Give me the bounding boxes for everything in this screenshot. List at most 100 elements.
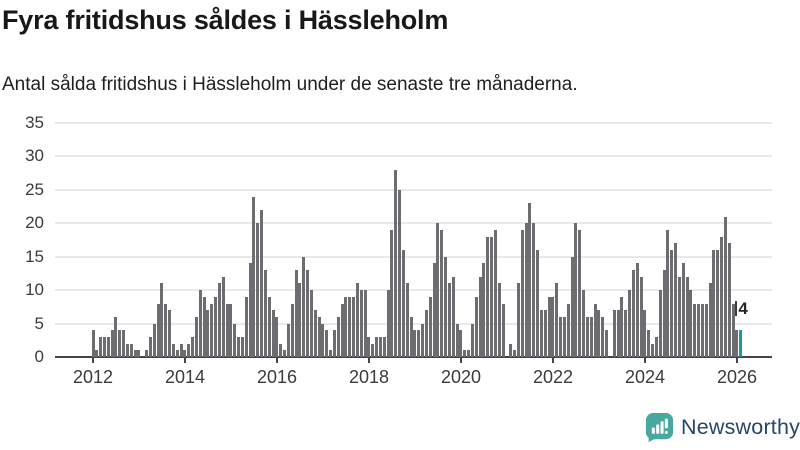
- gridline: [55, 121, 772, 124]
- bar: [440, 230, 444, 357]
- bar: [340, 304, 344, 357]
- bar: [302, 257, 306, 357]
- last-value-annotation-label: 4: [738, 299, 748, 318]
- bar: [371, 344, 375, 357]
- bar: [486, 237, 490, 357]
- bar: [122, 330, 126, 357]
- bar: [490, 237, 494, 357]
- bar: [432, 263, 436, 357]
- bar: [352, 297, 356, 357]
- bar: [194, 317, 198, 357]
- bar: [601, 317, 605, 357]
- bar: [237, 337, 241, 357]
- bar: [585, 317, 589, 357]
- gridline: [55, 255, 772, 258]
- y-axis-tick-label: 5: [34, 313, 44, 333]
- bar: [413, 330, 417, 357]
- bar: [658, 290, 662, 357]
- bar: [102, 337, 106, 357]
- y-axis-tick-label: 35: [25, 112, 44, 132]
- bar: [424, 310, 428, 357]
- bar: [263, 270, 267, 357]
- y-axis-tick-label: 20: [25, 213, 44, 233]
- x-axis-tick-mark: [184, 357, 186, 363]
- bar: [168, 310, 172, 357]
- bar: [221, 277, 225, 357]
- bar: [651, 344, 655, 357]
- y-axis-tick-label: 0: [34, 347, 44, 366]
- bar: [635, 263, 639, 357]
- bar: [593, 304, 597, 357]
- bar: [152, 324, 156, 357]
- bar: [252, 197, 256, 357]
- bar: [605, 330, 609, 357]
- bar: [589, 317, 593, 357]
- bar: [133, 350, 137, 357]
- bar: [470, 324, 474, 357]
- bar: [582, 290, 586, 357]
- bar: [248, 263, 252, 357]
- bar: [210, 304, 214, 357]
- bar: [348, 297, 352, 357]
- bar: [674, 243, 678, 357]
- bar: [359, 290, 363, 357]
- bar: [202, 297, 206, 357]
- gridline: [55, 188, 772, 191]
- bar: [578, 230, 582, 357]
- y-axis-tick-label: 10: [25, 280, 44, 300]
- bar: [559, 317, 563, 357]
- bar: [214, 297, 218, 357]
- highlighted-last-bar: [739, 330, 743, 357]
- bar: [137, 350, 141, 357]
- x-axis-tick-label: 2014: [164, 367, 206, 387]
- x-axis-tick-label: 2020: [440, 367, 482, 387]
- bar: [689, 290, 693, 357]
- bar: [375, 337, 379, 357]
- bar: [474, 297, 478, 357]
- newsworthy-logo-text: Newsworthy: [681, 415, 800, 439]
- bar: [271, 310, 275, 357]
- bar: [118, 330, 122, 357]
- bar: [704, 304, 708, 357]
- bar: [643, 310, 647, 357]
- bar: [267, 297, 271, 357]
- bar: [536, 250, 540, 357]
- bar: [539, 310, 543, 357]
- bar: [233, 324, 237, 357]
- bar: [409, 317, 413, 357]
- bar: [620, 297, 624, 357]
- bar: [317, 317, 321, 357]
- bar: [363, 290, 367, 357]
- bar: [114, 317, 118, 357]
- bar: [125, 344, 129, 357]
- bar: [463, 350, 467, 357]
- bar: [367, 337, 371, 357]
- bar: [390, 230, 394, 357]
- bar: [662, 270, 666, 357]
- bar: [543, 310, 547, 357]
- bar: [336, 317, 340, 357]
- bar: [279, 344, 283, 357]
- bar: [275, 317, 279, 357]
- bar: [455, 324, 459, 357]
- bar: [566, 304, 570, 357]
- bar: [91, 330, 95, 357]
- x-axis-tick-mark: [552, 357, 554, 363]
- bar: [647, 330, 651, 357]
- bar: [156, 304, 160, 357]
- bar: [183, 350, 187, 357]
- bar: [332, 330, 336, 357]
- bar: [547, 297, 551, 357]
- newsworthy-bar-chart-bubble-icon: [645, 413, 674, 442]
- bar: [639, 277, 643, 357]
- bar: [260, 210, 264, 357]
- x-axis-tick-label: 2016: [256, 367, 298, 387]
- bar: [551, 297, 555, 357]
- bar: [597, 310, 601, 357]
- bar: [171, 344, 175, 357]
- gridline: [55, 322, 772, 325]
- x-axis-tick-label: 2024: [624, 367, 666, 387]
- bar: [382, 337, 386, 357]
- x-axis-tick-label: 2018: [348, 367, 390, 387]
- bar: [731, 304, 735, 357]
